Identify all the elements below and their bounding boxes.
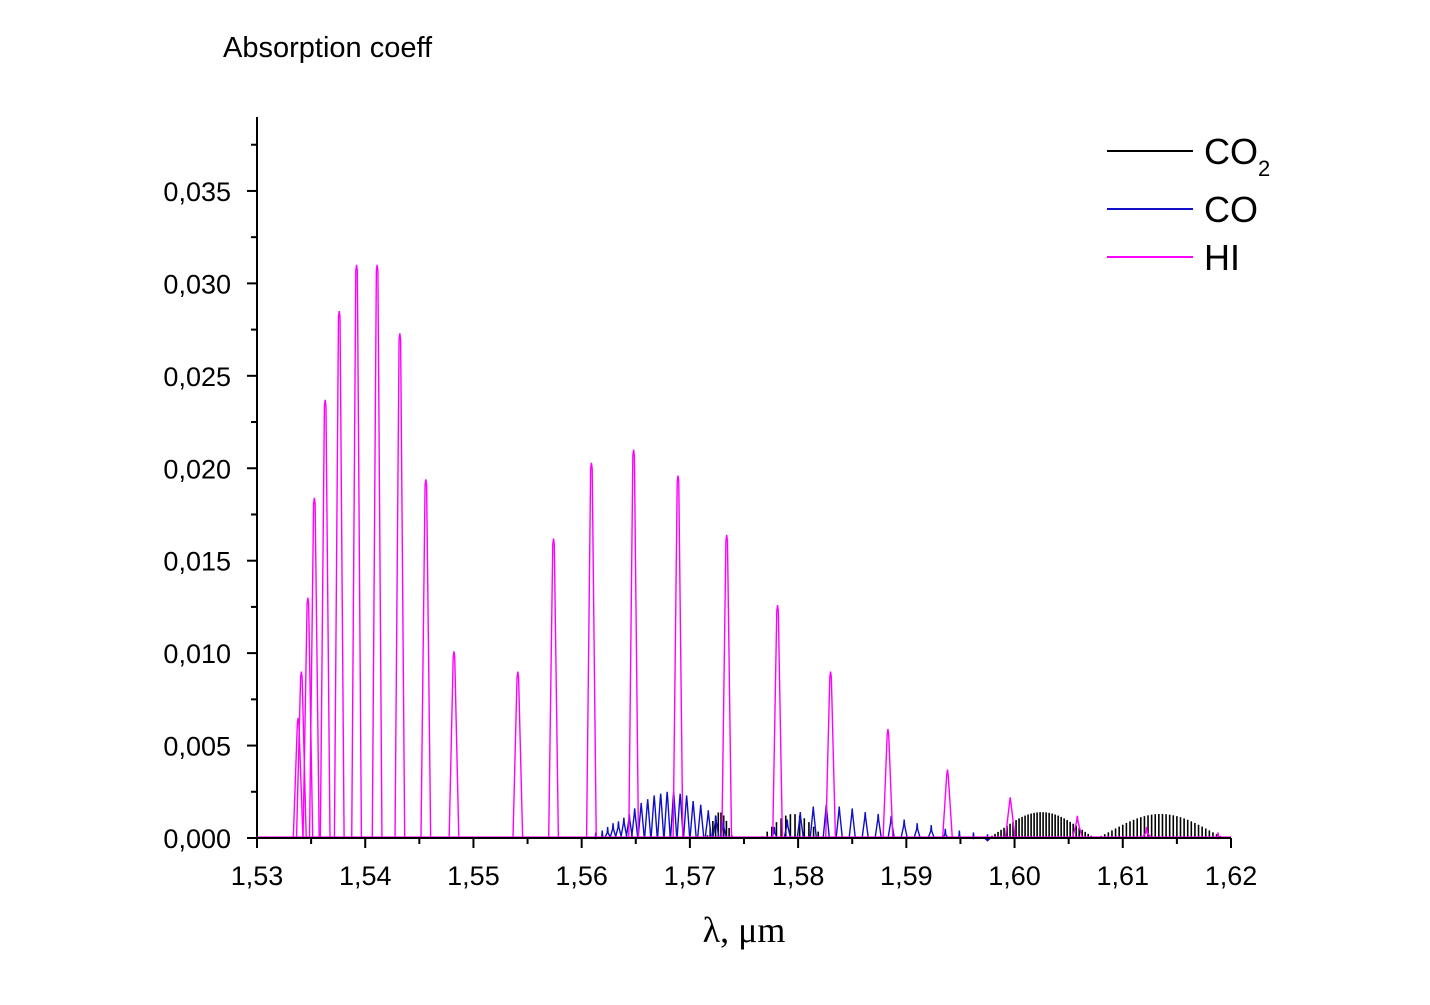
y-tick-label: 0,005	[163, 732, 231, 762]
hi-line	[1141, 826, 1152, 839]
co-line	[712, 815, 720, 839]
hi-line	[333, 311, 345, 839]
x-tick-label: 1,58	[772, 861, 825, 891]
y-tick-label: 0,015	[163, 547, 231, 577]
legend: CO2 CO HI	[1107, 131, 1270, 278]
axes	[256, 117, 1231, 839]
co-line	[783, 819, 792, 839]
legend-subscript: 2	[1258, 156, 1270, 181]
co-line	[620, 817, 628, 839]
hi-line	[772, 604, 784, 839]
hi-line	[547, 538, 560, 839]
hi-line	[308, 497, 320, 839]
axis-ticks: 1,53 1,54 1,55 1,56 1,57 1,58 1,59 1,60 1,61 1,62…	[163, 143, 1258, 891]
legend-label: CO2	[1204, 131, 1270, 181]
hi-line	[295, 671, 307, 839]
co-line	[637, 802, 645, 839]
co-line	[835, 806, 844, 839]
co-line	[630, 808, 639, 839]
hi-line	[1004, 797, 1016, 839]
hi-line	[721, 534, 733, 839]
hi-line	[319, 399, 331, 839]
hi-line	[302, 597, 314, 839]
co-line	[696, 804, 705, 839]
hi-line	[448, 651, 460, 839]
hi-line	[371, 264, 383, 839]
co-line	[663, 791, 671, 839]
x-tick-label: 1,61	[1096, 861, 1149, 891]
x-tick-label: 1,60	[988, 861, 1041, 891]
hi-line	[882, 728, 894, 839]
x-tick-label: 1,57	[664, 861, 717, 891]
y-axis-label: Absorption coeff	[223, 32, 433, 64]
plot-area	[257, 264, 1231, 842]
co-line	[603, 826, 612, 839]
hi-line	[628, 449, 640, 839]
co-line	[874, 813, 882, 839]
hi-line	[512, 671, 524, 839]
x-tick-label: 1,53	[231, 861, 284, 891]
x-tick-label: 1,55	[447, 861, 500, 891]
co-line	[796, 812, 805, 839]
x-tick-label: 1,54	[339, 861, 392, 891]
co-line	[643, 799, 652, 839]
series-1	[592, 791, 992, 842]
series-2	[292, 264, 1223, 840]
y-tick-label: 0,010	[163, 639, 231, 669]
co-line	[676, 793, 684, 839]
x-tick-label: 1,56	[555, 861, 608, 891]
co-line	[656, 793, 665, 839]
co-line	[689, 800, 697, 839]
co-line	[609, 823, 617, 839]
co-line	[941, 828, 949, 839]
y-tick-label: 0,035	[163, 177, 231, 207]
hi-line	[351, 264, 363, 839]
hi-line	[292, 717, 304, 839]
hi-line	[394, 333, 406, 839]
co-line	[650, 795, 658, 839]
hi-line	[585, 462, 597, 839]
co-line	[614, 821, 623, 839]
hi-line	[672, 475, 684, 839]
co-line	[848, 808, 856, 839]
x-tick-label: 1,62	[1205, 861, 1258, 891]
co-line	[913, 823, 921, 839]
legend-label: HI	[1204, 237, 1240, 278]
hi-line	[420, 479, 432, 839]
co-line	[861, 812, 869, 839]
y-tick-label: 0,030	[163, 269, 231, 299]
x-tick-label: 1,59	[880, 861, 933, 891]
y-tick-label: 0,020	[163, 454, 231, 484]
co-line	[809, 806, 818, 839]
hi-line	[825, 671, 837, 839]
y-tick-label: 0,025	[163, 362, 231, 392]
hi-line	[1071, 815, 1083, 839]
y-tick-label: 0,000	[163, 824, 231, 854]
x-axis-label: λ, μm	[703, 910, 786, 950]
co-line	[682, 795, 691, 839]
hi-line	[941, 769, 953, 839]
legend-label: CO	[1204, 189, 1258, 230]
co-line	[704, 810, 713, 839]
co-line	[927, 825, 935, 839]
co-line	[983, 834, 992, 842]
co-line	[900, 819, 908, 839]
